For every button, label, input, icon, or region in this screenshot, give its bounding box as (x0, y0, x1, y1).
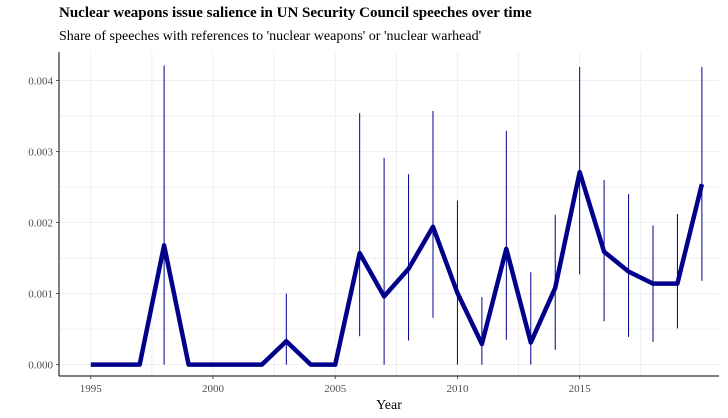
series-line (90, 169, 705, 367)
x-tick-label: 2010 (446, 383, 469, 395)
y-tick-label: 0.002 (28, 218, 53, 230)
x-axis-title: Year (376, 398, 402, 413)
y-tick-label: 0.001 (28, 289, 53, 301)
y-tick-labels: 0.000 0.001 0.002 0.003 0.004 (28, 75, 53, 371)
y-tick-label: 0.004 (28, 75, 53, 87)
chart-subtitle: Share of speeches with references to 'nu… (59, 29, 482, 44)
y-tick-label: 0.003 (28, 146, 53, 158)
error-bars (163, 65, 703, 365)
x-tick-label: 2005 (324, 383, 347, 395)
gridlines (59, 52, 719, 376)
chart-title: Nuclear weapons issue salience in UN Sec… (59, 5, 532, 21)
x-tick-labels: 1995 2000 2005 2010 2015 (80, 383, 591, 395)
axes (56, 52, 719, 379)
x-tick-label: 1995 (80, 383, 103, 395)
x-tick-label: 2015 (569, 383, 592, 395)
x-tick-label: 2000 (202, 383, 225, 395)
y-tick-label: 0.000 (28, 360, 53, 372)
